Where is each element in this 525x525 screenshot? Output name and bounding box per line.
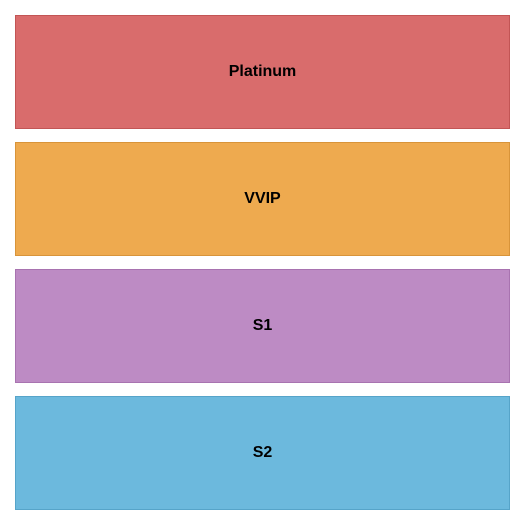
section-label: S2 (253, 444, 273, 462)
seating-chart: Platinum VVIP S1 S2 (15, 15, 510, 510)
section-platinum[interactable]: Platinum (15, 15, 510, 129)
section-label: S1 (253, 317, 273, 335)
section-label: Platinum (229, 63, 297, 81)
section-s1[interactable]: S1 (15, 269, 510, 383)
section-vvip[interactable]: VVIP (15, 142, 510, 256)
section-label: VVIP (244, 190, 280, 208)
section-s2[interactable]: S2 (15, 396, 510, 510)
